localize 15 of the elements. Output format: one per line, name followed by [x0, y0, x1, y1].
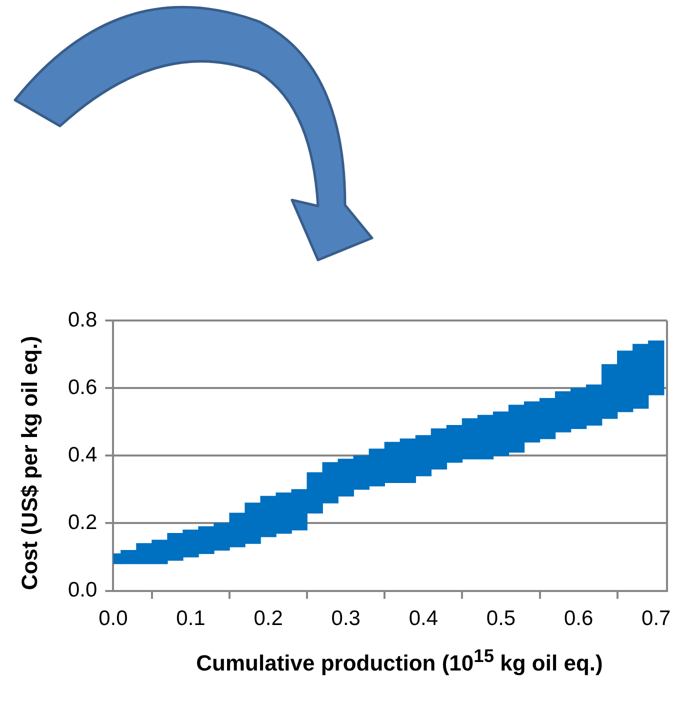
x-tick-label: 0.0 [98, 607, 128, 630]
x-tick-label: 0.1 [176, 607, 206, 630]
x-tick-label: 0.4 [408, 607, 438, 630]
y-tick-label: 0.0 [68, 578, 98, 602]
x-tick-label: 0.5 [486, 607, 516, 630]
x-tick-label: 0.2 [254, 607, 283, 630]
x-axis-title: Cumulative production (10$^{15}$ kg oil eq.) [195, 645, 604, 676]
x-tick-label: 0.7 [642, 607, 671, 630]
y-axis-title: Cost (US$ per kg oil eq.) [17, 334, 43, 592]
y-tick-label: 0.8 [68, 308, 98, 332]
y-tick-label: 0.4 [68, 443, 98, 466]
x-tick-label: 0.3 [331, 607, 360, 630]
y-tick-label: 0.2 [68, 511, 98, 534]
x-tick-label: 0.6 [564, 607, 594, 630]
y-tick-label: 0.6 [68, 376, 98, 399]
